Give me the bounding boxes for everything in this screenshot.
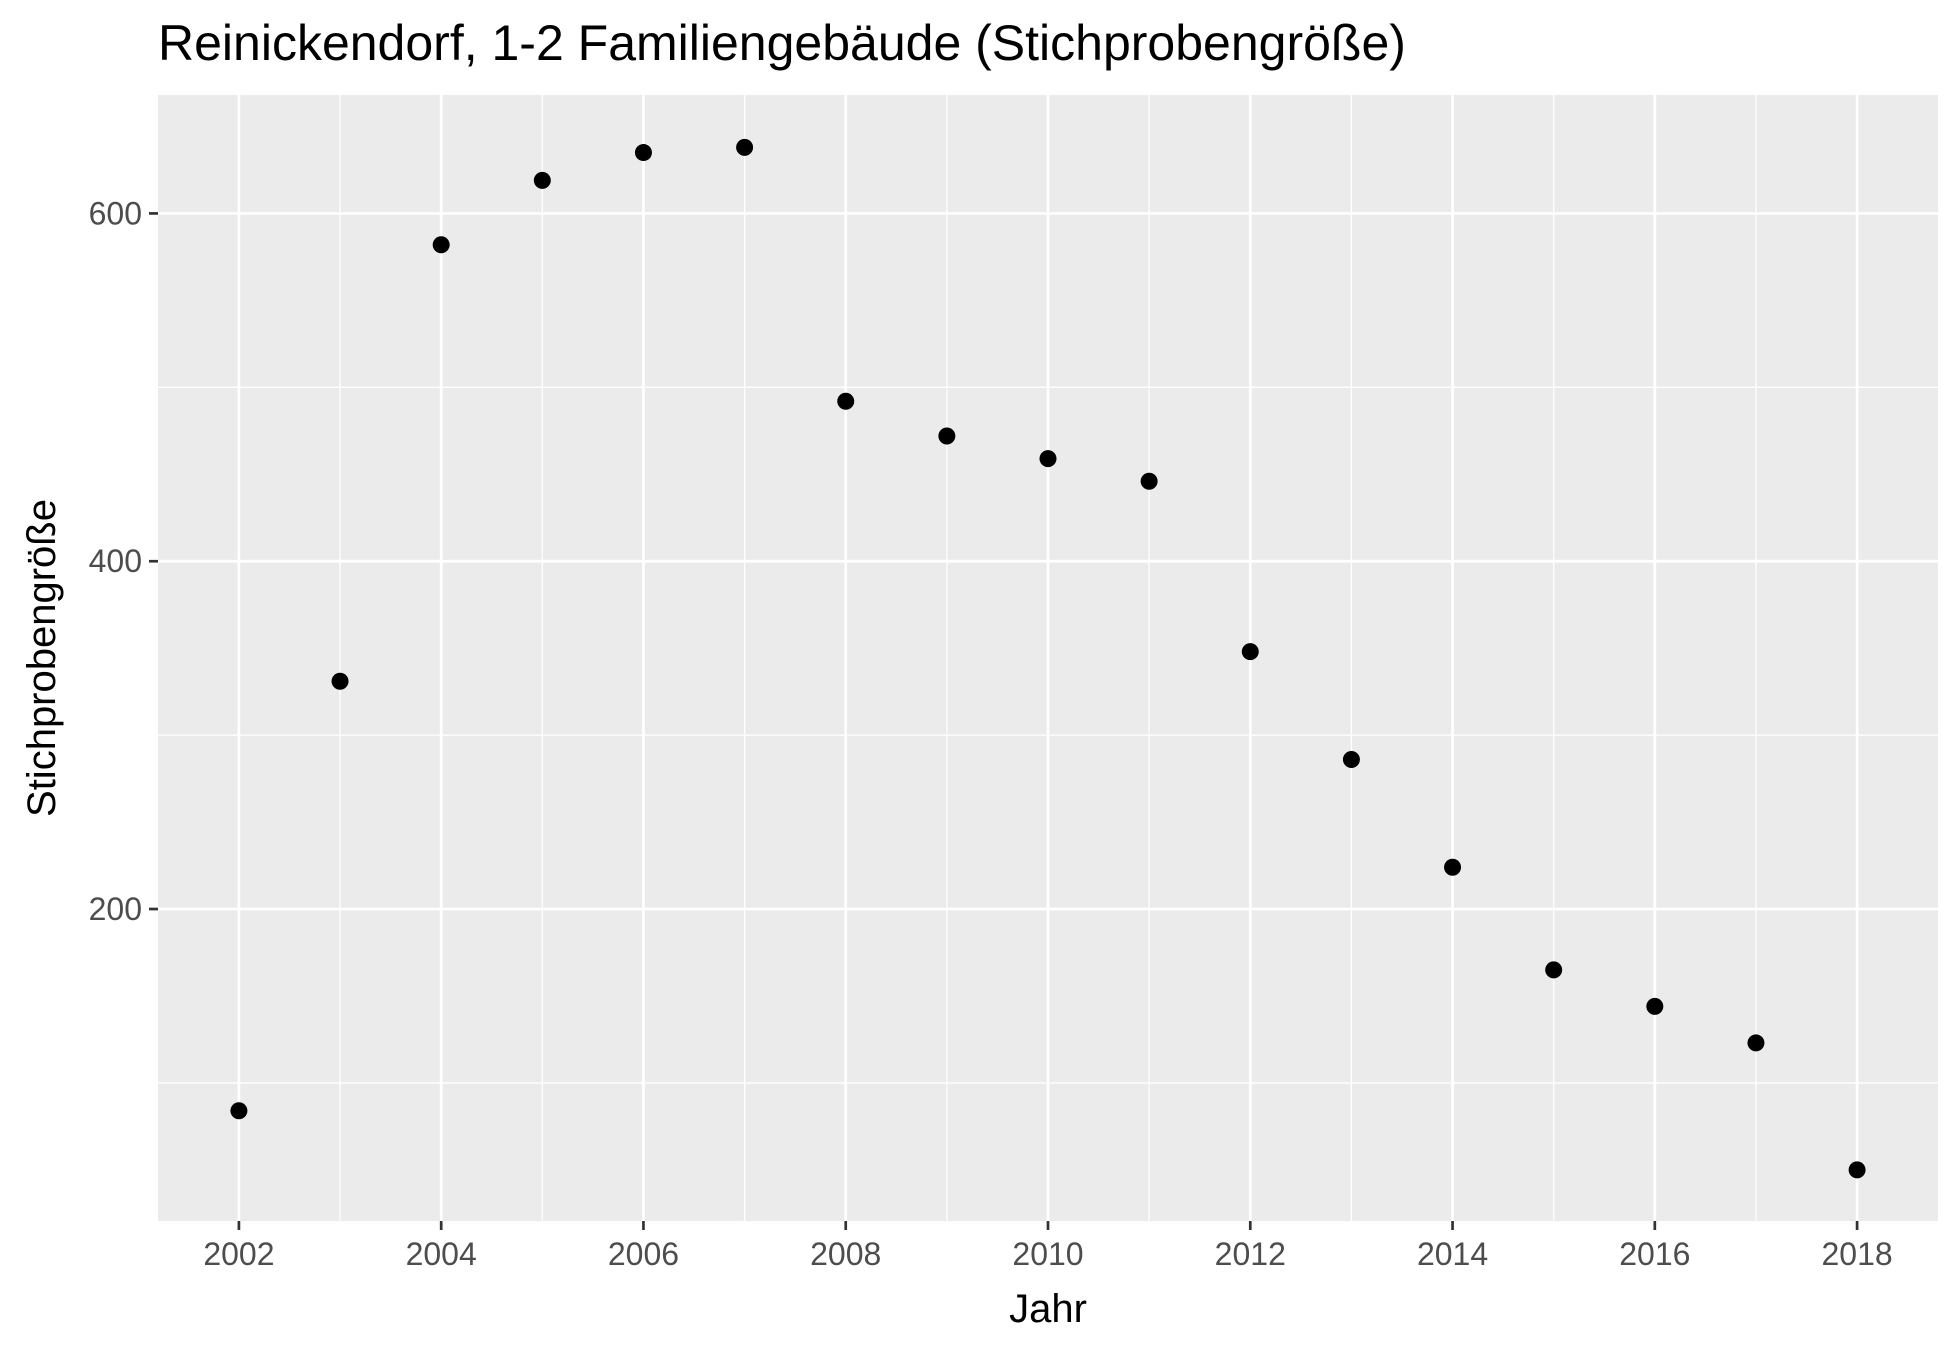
x-tick-label: 2010 bbox=[1012, 1236, 1083, 1272]
y-tick-label: 400 bbox=[89, 543, 142, 579]
chart-title: Reinickendorf, 1-2 Familiengebäude (Stic… bbox=[158, 15, 1406, 71]
y-axis-title: Stichprobengröße bbox=[20, 499, 64, 817]
data-point bbox=[1039, 450, 1057, 468]
data-point bbox=[938, 427, 956, 445]
y-tick-label: 200 bbox=[89, 891, 142, 927]
x-tick-label: 2016 bbox=[1619, 1236, 1690, 1272]
data-point bbox=[1545, 961, 1563, 979]
data-point bbox=[331, 672, 349, 690]
data-point bbox=[1444, 858, 1462, 876]
x-tick-label: 2008 bbox=[810, 1236, 881, 1272]
x-tick-label: 2004 bbox=[406, 1236, 477, 1272]
data-point bbox=[736, 138, 754, 156]
x-axis: 2002 2004 2006 2008 2010 2012 2014 2016 2018 bbox=[203, 1221, 1893, 1272]
data-point bbox=[1241, 643, 1259, 661]
data-point bbox=[1342, 750, 1360, 768]
x-tick-label: 2006 bbox=[608, 1236, 679, 1272]
x-tick-label: 2002 bbox=[203, 1236, 274, 1272]
data-point bbox=[230, 1102, 248, 1120]
data-point bbox=[634, 144, 652, 162]
x-tick-label: 2012 bbox=[1215, 1236, 1286, 1272]
data-point bbox=[533, 171, 551, 189]
data-point bbox=[1140, 472, 1158, 490]
data-point bbox=[1646, 997, 1664, 1015]
data-point bbox=[1747, 1034, 1765, 1052]
x-tick-label: 2018 bbox=[1821, 1236, 1892, 1272]
data-points bbox=[230, 138, 1866, 1179]
data-point bbox=[432, 236, 450, 254]
data-point bbox=[1848, 1161, 1866, 1179]
y-tick-label: 600 bbox=[89, 195, 142, 231]
major-gridlines bbox=[158, 95, 1938, 1221]
x-tick-label: 2014 bbox=[1417, 1236, 1488, 1272]
data-point bbox=[837, 392, 855, 410]
x-axis-title: Jahr bbox=[1009, 1287, 1087, 1331]
y-axis: 200 400 600 bbox=[89, 195, 158, 927]
